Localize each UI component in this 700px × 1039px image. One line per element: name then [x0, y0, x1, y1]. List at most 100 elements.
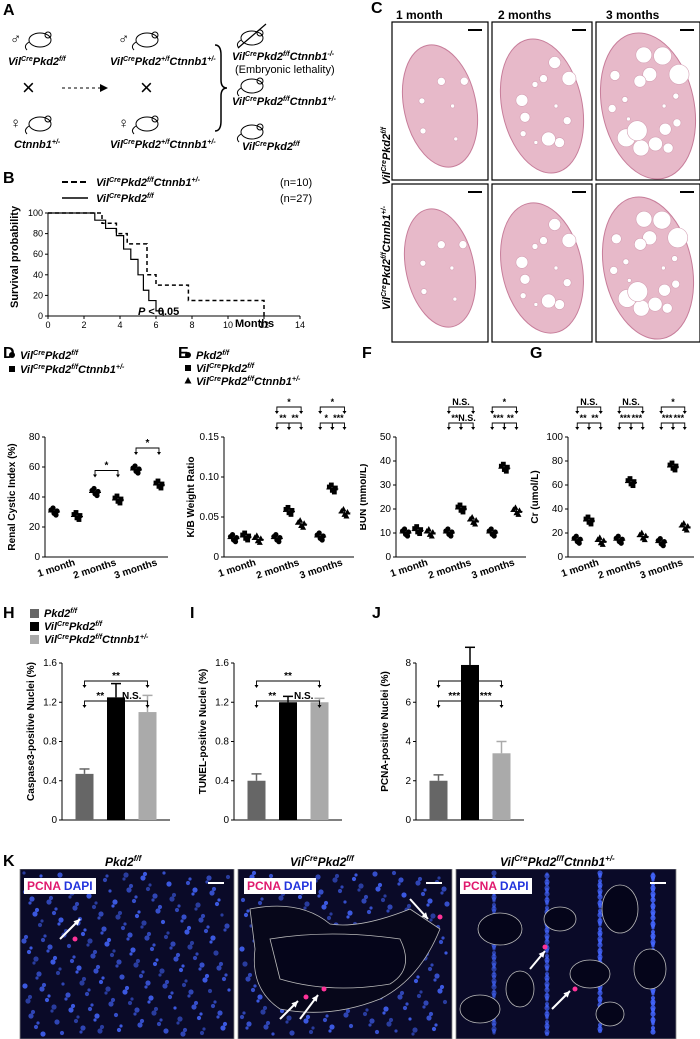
- data-point: [316, 530, 322, 536]
- cyst: [672, 118, 682, 128]
- y-tick-label: 20: [380, 504, 392, 515]
- nucleus-dot: [211, 886, 217, 892]
- nucleus-dot: [429, 918, 433, 922]
- nucleus-dot: [405, 1002, 409, 1006]
- axis-label-x-b: Months: [235, 318, 274, 330]
- y-tick-label: 0.8: [43, 737, 57, 748]
- x-category-label: 2 months: [255, 557, 301, 581]
- nucleus-dot: [397, 994, 403, 1000]
- cyst: [658, 283, 671, 297]
- nucleus-dot: [217, 1010, 223, 1016]
- nucleus-dot: [199, 1030, 205, 1036]
- nucleus-dot: [112, 949, 116, 953]
- data-point: [298, 522, 305, 529]
- data-point: [616, 538, 622, 545]
- significance-bracket: [94, 470, 119, 476]
- data-point: [628, 481, 634, 487]
- nucleus-dot: [491, 908, 497, 914]
- nucleus-dot: [544, 873, 550, 879]
- cyst: [533, 140, 539, 145]
- x-tick-label-b: 12: [259, 320, 269, 330]
- nucleus-dot: [225, 874, 231, 880]
- data-point: [155, 478, 161, 484]
- cyst: [519, 111, 531, 123]
- cyst: [452, 296, 458, 302]
- nucleus-dot: [155, 908, 161, 914]
- nucleus-dot: [128, 883, 134, 889]
- nucleus-dot: [597, 1028, 603, 1034]
- data-point: [513, 509, 520, 516]
- stain-legend-1: PCNA DAPI: [24, 878, 96, 894]
- nucleus-dot: [137, 910, 141, 914]
- offspring-brace: [214, 44, 228, 132]
- nucleus-dot: [140, 925, 144, 929]
- nucleus-dot: [99, 1024, 105, 1030]
- legend-label-chartE-2: VilCrePkd2f/f: [196, 362, 255, 375]
- nucleus-dot: [147, 1000, 151, 1004]
- bracket-arrow-icon: [286, 705, 290, 708]
- nucleus-dot: [369, 1018, 375, 1024]
- cyst: [648, 136, 663, 152]
- nucleus-dot: [34, 907, 40, 913]
- nucleus-dot: [91, 904, 97, 910]
- nucleus-dot: [155, 958, 159, 962]
- nucleus-dot: [113, 1012, 119, 1018]
- nucleus-dot: [650, 1001, 656, 1007]
- cyst: [548, 56, 561, 69]
- nucleus-dot: [492, 899, 496, 903]
- nucleus-dot: [345, 1008, 351, 1014]
- nucleus-dot: [33, 956, 39, 962]
- nucleus-dot: [650, 935, 656, 941]
- nucleus-dot: [265, 1020, 271, 1026]
- nucleus-dot: [148, 883, 152, 887]
- cyst: [450, 103, 455, 109]
- nucleus-dot: [386, 909, 390, 913]
- nucleus-dot: [151, 1010, 157, 1016]
- data-point: [159, 481, 165, 487]
- nucleus-dot: [325, 1014, 329, 1018]
- nucleus-dot: [491, 870, 497, 876]
- panel-label-k: K: [3, 853, 15, 870]
- significance-label: **: [507, 413, 515, 423]
- cyst: [609, 266, 619, 275]
- nucleus-dot: [160, 919, 166, 925]
- col-header-2months: 2 months: [498, 8, 552, 22]
- nucleus-dot: [362, 1011, 368, 1017]
- nucleus-dot: [59, 1030, 65, 1036]
- nucleus-dot: [412, 1027, 418, 1033]
- nucleus-dot: [340, 885, 344, 889]
- cyst: [554, 299, 565, 310]
- nucleus-dot: [95, 964, 101, 970]
- nucleus-dot: [184, 929, 190, 935]
- significance-label: *: [325, 413, 329, 423]
- nucleus-dot: [423, 1000, 429, 1006]
- nucleus-dot: [162, 983, 168, 989]
- y-tick-label: 40: [29, 492, 41, 503]
- nucleus-dot: [173, 956, 179, 962]
- nucleus-dot: [347, 910, 353, 916]
- nucleus-dot: [153, 1006, 159, 1012]
- legend-label-h-1: Pkd2f/f: [44, 607, 78, 620]
- panel-k-fluorescence: Pkd2f/f VilCrePkd2f/f VilCrePkd2f/fCtnnb…: [0, 852, 700, 1039]
- bar: [107, 697, 125, 820]
- nucleus-dot: [366, 909, 372, 915]
- y-tick-label: 0.05: [200, 512, 220, 523]
- nucleus-dot: [434, 1023, 438, 1027]
- genotype-offspring-3: VilCrePkd2f/f: [242, 141, 300, 153]
- pcna-positive-nucleus: [572, 986, 578, 992]
- nucleus-dot: [650, 1011, 656, 1017]
- x-tick-label-b: 2: [81, 320, 86, 330]
- nucleus-dot: [187, 944, 193, 950]
- mouse-icon: [131, 31, 159, 51]
- svg-text:VilCrePkd2f/f: VilCrePkd2f/f: [381, 127, 393, 185]
- significance-bracket: [576, 406, 602, 412]
- nucleus-dot: [262, 1005, 268, 1011]
- legend-label-h-3: VilCrePkd2f/fCtnnb1+/-: [44, 633, 149, 646]
- nucleus-dot: [597, 912, 603, 918]
- bracket-arrow-icon: [299, 411, 304, 414]
- significance-bracket: [491, 406, 517, 412]
- bracket-arrow-icon: [134, 452, 139, 455]
- nucleus-dot: [200, 913, 206, 919]
- nucleus-dot: [117, 910, 123, 916]
- bar: [492, 753, 511, 820]
